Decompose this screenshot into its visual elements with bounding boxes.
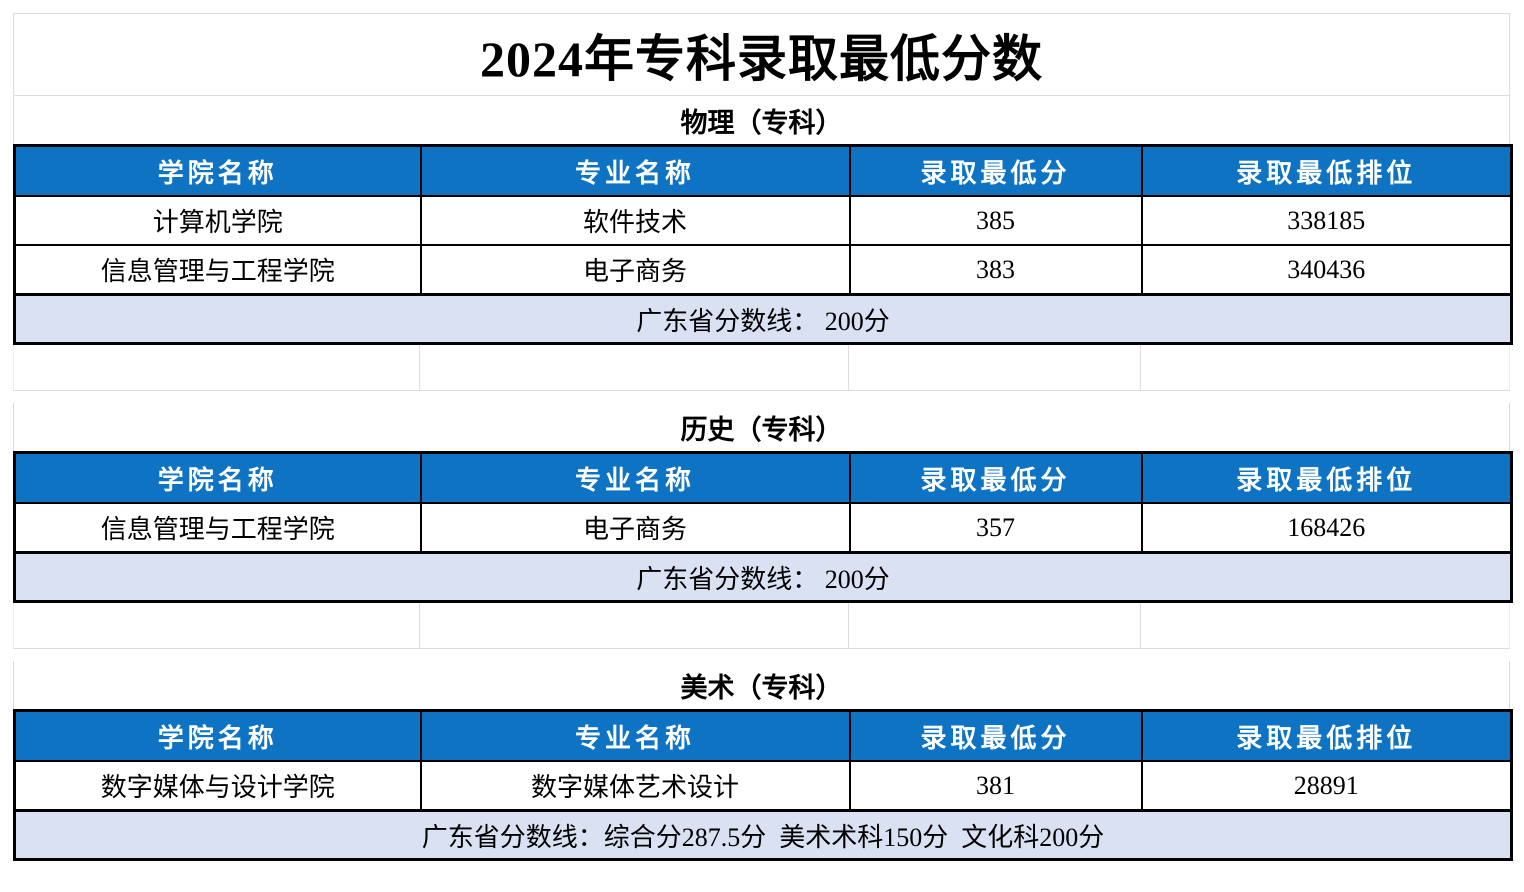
min-score-cell: 381 <box>848 760 1143 812</box>
column-header-college: 学院名称 <box>13 451 422 504</box>
min-rank-cell: 340436 <box>1140 244 1513 296</box>
province-line-note: 广东省分数线： 200分 <box>13 293 1513 345</box>
column-header-min-rank: 录取最低排位 <box>1140 709 1513 762</box>
min-rank-cell: 28891 <box>1140 760 1513 812</box>
college-cell: 信息管理与工程学院 <box>13 244 422 296</box>
gridline <box>419 603 420 648</box>
column-header-major: 专业名称 <box>419 144 851 197</box>
major-cell: 数字媒体艺术设计 <box>419 760 851 812</box>
column-header-major: 专业名称 <box>419 451 851 504</box>
min-rank-cell: 168426 <box>1140 502 1513 554</box>
major-cell: 电子商务 <box>419 502 851 554</box>
table-row: 数字媒体与设计学院 数字媒体艺术设计 381 28891 <box>13 760 1513 812</box>
major-cell: 电子商务 <box>419 244 851 296</box>
section-block: 美术（专科） 学院名称 专业名称 录取最低分 录取最低排位 数字媒体与设计学院 … <box>13 649 1513 861</box>
province-line-note: 广东省分数线： 200分 <box>13 551 1513 603</box>
table-row: 信息管理与工程学院 电子商务 357 168426 <box>13 502 1513 554</box>
sections-container: 物理（专科） 学院名称 专业名称 录取最低分 录取最低排位 计算机学院 软件技术… <box>13 96 1513 861</box>
min-score-cell: 385 <box>848 195 1143 246</box>
admissions-table: 学院名称 专业名称 录取最低分 录取最低排位 计算机学院 软件技术 385 33… <box>13 144 1513 345</box>
table-header-row: 学院名称 专业名称 录取最低分 录取最低排位 <box>13 144 1513 197</box>
gridline <box>848 345 849 390</box>
province-line-note: 广东省分数线：综合分287.5分 美术术科150分 文化科200分 <box>13 809 1513 861</box>
section-block: 物理（专科） 学院名称 专业名称 录取最低分 录取最低排位 计算机学院 软件技术… <box>13 96 1513 391</box>
gridline <box>1140 603 1141 648</box>
column-header-min-rank: 录取最低排位 <box>1140 144 1513 197</box>
column-header-min-score: 录取最低分 <box>848 144 1143 197</box>
section-title: 美术（专科） <box>13 661 1510 709</box>
column-header-major: 专业名称 <box>419 709 851 762</box>
table-row: 信息管理与工程学院 电子商务 383 340436 <box>13 244 1513 296</box>
college-cell: 数字媒体与设计学院 <box>13 760 422 812</box>
admissions-table: 学院名称 专业名称 录取最低分 录取最低排位 数字媒体与设计学院 数字媒体艺术设… <box>13 709 1513 861</box>
table-header-row: 学院名称 专业名称 录取最低分 录取最低排位 <box>13 451 1513 504</box>
page-title: 2024年专科录取最低分数 <box>13 13 1510 96</box>
table-header-row: 学院名称 专业名称 录取最低分 录取最低排位 <box>13 709 1513 762</box>
section-gap <box>13 391 1510 403</box>
province-line-row: 广东省分数线： 200分 <box>13 293 1513 345</box>
column-header-min-score: 录取最低分 <box>848 709 1143 762</box>
section-title: 物理（专科） <box>13 96 1510 144</box>
column-header-college: 学院名称 <box>13 144 422 197</box>
section-gap <box>13 649 1510 661</box>
empty-spreadsheet-row <box>13 345 1510 391</box>
section-title: 历史（专科） <box>13 403 1510 451</box>
sheet: 2024年专科录取最低分数 物理（专科） 学院名称 专业名称 录取最低分 录取最… <box>13 13 1513 861</box>
table-row: 计算机学院 软件技术 385 338185 <box>13 195 1513 246</box>
college-cell: 计算机学院 <box>13 195 422 246</box>
college-cell: 信息管理与工程学院 <box>13 502 422 554</box>
gridline <box>1140 345 1141 390</box>
min-rank-cell: 338185 <box>1140 195 1513 246</box>
gridline <box>848 603 849 648</box>
major-cell: 软件技术 <box>419 195 851 246</box>
gridline <box>419 345 420 390</box>
province-line-row: 广东省分数线：综合分287.5分 美术术科150分 文化科200分 <box>13 809 1513 861</box>
column-header-min-rank: 录取最低排位 <box>1140 451 1513 504</box>
admissions-table: 学院名称 专业名称 录取最低分 录取最低排位 信息管理与工程学院 电子商务 35… <box>13 451 1513 603</box>
column-header-min-score: 录取最低分 <box>848 451 1143 504</box>
section-block: 历史（专科） 学院名称 专业名称 录取最低分 录取最低排位 信息管理与工程学院 … <box>13 391 1513 649</box>
province-line-row: 广东省分数线： 200分 <box>13 551 1513 603</box>
min-score-cell: 357 <box>848 502 1143 554</box>
column-header-college: 学院名称 <box>13 709 422 762</box>
empty-spreadsheet-row <box>13 603 1510 649</box>
min-score-cell: 383 <box>848 244 1143 296</box>
